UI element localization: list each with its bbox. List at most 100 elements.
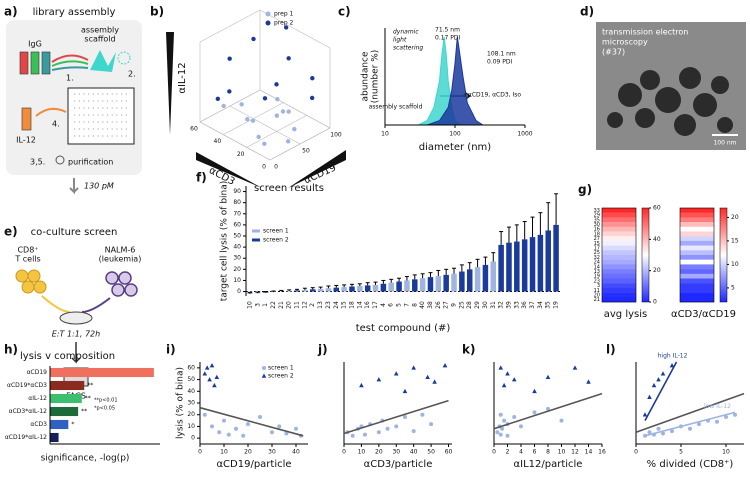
bar bbox=[545, 230, 551, 292]
x-axis-label: significance, -log(p) bbox=[41, 454, 130, 464]
fit-line bbox=[635, 392, 745, 434]
scaffold-label: assembly bbox=[81, 26, 119, 35]
bar bbox=[451, 273, 457, 292]
fit-line bbox=[644, 361, 678, 421]
annotation: 0.17 PDI bbox=[435, 35, 461, 42]
legend-swatch bbox=[262, 366, 266, 370]
x-tick-label: 40 bbox=[419, 301, 426, 309]
point bbox=[210, 424, 214, 429]
annotation: 0.09 PDI bbox=[487, 59, 513, 66]
scaffold-icon bbox=[117, 51, 131, 65]
bar bbox=[286, 291, 292, 292]
x-tick-label: 6 bbox=[388, 303, 395, 307]
heat-cell bbox=[602, 292, 636, 298]
bar bbox=[404, 280, 410, 292]
x-tick-label: 40 bbox=[292, 449, 300, 456]
x-tick-label: 50 bbox=[302, 148, 310, 155]
point bbox=[688, 426, 692, 431]
heat-cell bbox=[602, 240, 636, 246]
vial bbox=[41, 51, 51, 75]
y-tick-label: 60 bbox=[233, 221, 241, 228]
row-label: 17 bbox=[594, 245, 600, 251]
heat-cell bbox=[680, 255, 714, 260]
point bbox=[227, 89, 232, 94]
panel-title: co-culture screen bbox=[31, 227, 118, 238]
note: **p<0.01 bbox=[94, 397, 118, 403]
heat-cell bbox=[602, 236, 636, 242]
point bbox=[251, 36, 256, 42]
x-tick-label: 5 bbox=[679, 449, 683, 456]
heat-cell bbox=[602, 297, 636, 303]
row-label: 15 bbox=[594, 241, 600, 247]
t-cells bbox=[15, 269, 47, 294]
point bbox=[420, 412, 425, 417]
x-tick-label: 26 bbox=[435, 301, 442, 309]
point bbox=[285, 139, 291, 144]
bar bbox=[50, 380, 85, 391]
x-tick-label: 8 bbox=[546, 449, 550, 456]
y-tick-label: αCD19*αIL-12 bbox=[5, 434, 47, 441]
legend-label: screen 2 bbox=[263, 237, 289, 244]
point bbox=[212, 382, 217, 388]
point bbox=[250, 118, 256, 123]
point bbox=[207, 377, 212, 382]
heat-cell bbox=[602, 278, 636, 284]
x-tick-label: 11 bbox=[294, 301, 301, 309]
caption: microscopy bbox=[602, 38, 648, 47]
heat-cell bbox=[602, 212, 636, 218]
fit-line bbox=[644, 411, 736, 437]
y-tick-label: αIL-12 bbox=[28, 395, 47, 402]
annotation: 108.1 nm bbox=[487, 51, 516, 58]
point bbox=[647, 394, 652, 399]
vial bbox=[21, 107, 32, 131]
bar bbox=[388, 282, 394, 292]
y-tick-label: 50 bbox=[187, 376, 195, 383]
point bbox=[661, 431, 665, 436]
y-tick-label: 90 bbox=[233, 188, 241, 195]
x-tick-label: 2 bbox=[309, 303, 316, 307]
heat-cell bbox=[680, 217, 714, 223]
x-tick-label: 8 bbox=[411, 303, 418, 307]
bar bbox=[506, 242, 512, 292]
line-label: low IL-12 bbox=[704, 403, 731, 410]
x-tick-label: 30 bbox=[482, 301, 489, 309]
bar bbox=[514, 241, 520, 292]
x-tick-label: 1 bbox=[262, 303, 269, 307]
point bbox=[270, 430, 274, 435]
row-label: 16 bbox=[594, 227, 600, 233]
point bbox=[294, 426, 298, 431]
leukemia-cells bbox=[105, 271, 138, 297]
panel-d: transmission electron microscopy (#37) 1… bbox=[596, 22, 746, 150]
heatmap-label: αCD3/αCD19 bbox=[671, 309, 736, 320]
colorbar-tick-label: 40 bbox=[653, 236, 661, 243]
depth-tick-label: 60 bbox=[190, 126, 198, 133]
x-tick-label: 10 bbox=[722, 449, 730, 456]
point bbox=[532, 388, 537, 394]
legend-swatch bbox=[265, 11, 271, 17]
row-label: 32 bbox=[594, 255, 600, 261]
x-tick-label: 3 bbox=[254, 303, 261, 307]
panel-title: library assembly bbox=[33, 7, 116, 18]
bar bbox=[50, 367, 154, 378]
bar bbox=[459, 271, 465, 292]
legend-label: prep 2 bbox=[274, 20, 294, 27]
series-label: assembly scaffold bbox=[369, 104, 423, 111]
point bbox=[501, 382, 507, 388]
heat-cell bbox=[680, 212, 714, 218]
row-label: 14 bbox=[594, 264, 600, 270]
row-label: 18 bbox=[594, 231, 600, 237]
point bbox=[204, 365, 210, 370]
point bbox=[402, 415, 407, 420]
heat-cell bbox=[680, 259, 714, 265]
grid-line bbox=[259, 89, 331, 129]
legend-swatch bbox=[252, 229, 260, 233]
y-tick-label: 50 bbox=[233, 233, 241, 240]
point bbox=[733, 412, 737, 417]
x-tick-label: 18 bbox=[348, 301, 355, 309]
point bbox=[660, 371, 666, 376]
x-tick-label: 50 bbox=[427, 449, 435, 456]
point bbox=[376, 430, 381, 435]
point bbox=[715, 419, 719, 424]
bar bbox=[466, 269, 473, 292]
point bbox=[239, 102, 244, 107]
